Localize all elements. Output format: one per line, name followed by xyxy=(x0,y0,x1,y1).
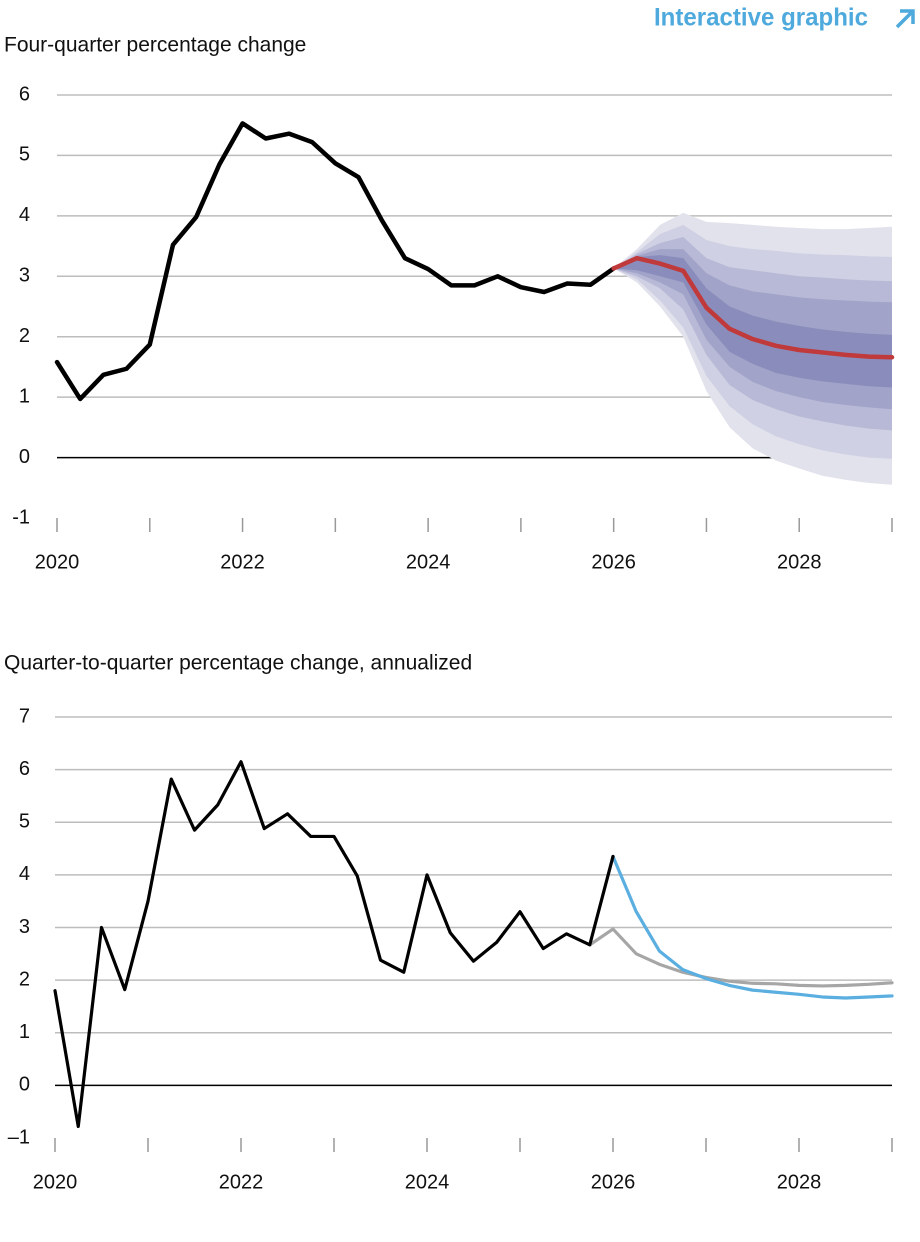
y-tick-label: –1 xyxy=(8,1126,30,1148)
y-tick-label: 4 xyxy=(19,863,30,885)
x-tick-label: 2026 xyxy=(591,1171,636,1193)
y-tick-label: 2 xyxy=(19,968,30,990)
y-tick-label: 3 xyxy=(19,265,30,287)
x-tick-label: 2022 xyxy=(220,551,265,573)
chart-title: Four-quarter percentage change xyxy=(4,34,306,57)
y-tick-label: 4 xyxy=(19,204,30,226)
chart-four-quarter: Four-quarter percentage change -1 0 1 2 3 4 5 6 2… xyxy=(4,34,895,573)
y-tick-label: 1 xyxy=(19,385,30,407)
x-tick-label: 2022 xyxy=(219,1171,264,1193)
data-line xyxy=(588,927,894,988)
x-tick-label: 2020 xyxy=(33,1171,78,1193)
chart-title: Quarter-to-quarter percentage change, an… xyxy=(4,652,472,675)
y-tick-label: 0 xyxy=(19,446,30,468)
y-tick-label: 2 xyxy=(19,325,30,347)
y-tick-label: -1 xyxy=(12,506,30,528)
data-line xyxy=(54,121,616,402)
y-tick-label: 1 xyxy=(19,1021,30,1043)
y-tick-label: 0 xyxy=(19,1074,30,1096)
data-line xyxy=(611,255,895,360)
link-arrow[interactable] xyxy=(895,9,915,29)
y-tick-label: 6 xyxy=(19,83,30,105)
x-tick-label: 2028 xyxy=(777,551,822,573)
x-tick-label: 2026 xyxy=(591,551,636,573)
y-tick-label: 6 xyxy=(19,758,30,780)
y-tick-label: 7 xyxy=(19,705,30,727)
chart-quarterly: Quarter-to-quarter percentage change, an… xyxy=(4,652,894,1193)
x-tick-label: 2024 xyxy=(406,551,451,573)
x-tick-label: 2024 xyxy=(405,1171,450,1193)
x-tick-label: 2020 xyxy=(35,551,80,573)
interactive-link[interactable]: Interactive graphic xyxy=(654,4,868,32)
y-tick-label: 5 xyxy=(19,144,30,166)
y-tick-label: 3 xyxy=(19,916,30,938)
y-tick-label: 5 xyxy=(19,811,30,833)
x-tick-label: 2028 xyxy=(777,1171,822,1193)
data-line xyxy=(53,760,615,1129)
data-line xyxy=(611,854,894,1000)
